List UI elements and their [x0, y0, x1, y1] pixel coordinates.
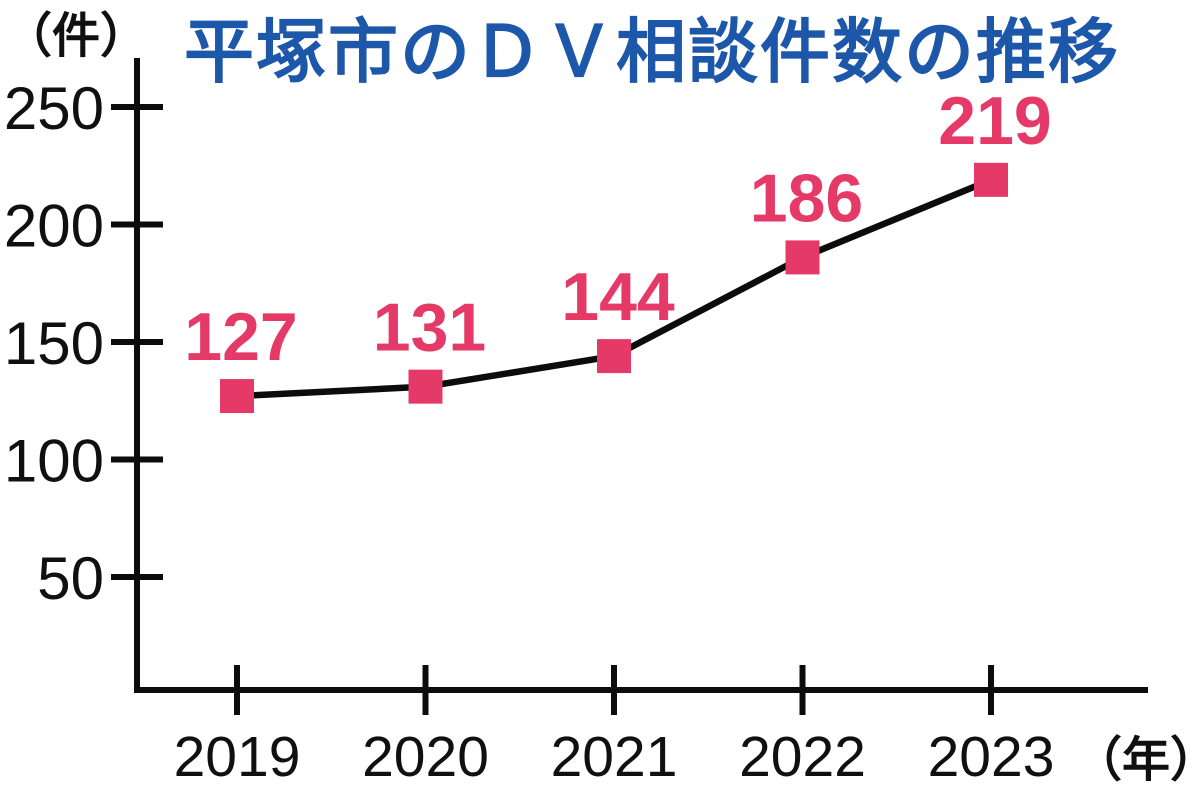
data-point-marker: [220, 379, 254, 414]
data-point-marker: [408, 369, 443, 404]
x-axis-tick-label: 2023: [928, 725, 1055, 788]
data-point-label: 131: [373, 290, 486, 366]
x-axis-tick-label: 2019: [174, 725, 301, 788]
y-axis-tick-label: 200: [4, 193, 104, 260]
data-labels-layer: 127 131 144 186 219: [184, 83, 1051, 375]
data-point-marker: [597, 339, 631, 374]
y-axis-unit-label: （件）: [4, 10, 148, 63]
chart-title: 平塚市のＤＶ相談件数の推移: [184, 13, 1120, 91]
y-axis-tick-label: 50: [37, 545, 104, 612]
data-point-label: 219: [938, 83, 1051, 159]
data-point-marker: [785, 240, 820, 275]
y-axis-tick-label: 250: [4, 75, 104, 142]
ticks-layer: 50 100 150 200 250 2019 2020 2021 2022 2023: [4, 75, 1055, 788]
x-axis-tick-label: 2022: [739, 725, 866, 788]
data-point-marker: [974, 162, 1008, 197]
series-layer: [220, 162, 1008, 414]
data-point-label: 144: [561, 259, 675, 335]
axis-lines: [134, 58, 1148, 693]
data-point-label: 127: [184, 299, 297, 375]
x-axis-tick-label: 2020: [362, 725, 489, 788]
x-axis-unit-label: （年）: [1074, 734, 1200, 787]
x-axis-tick-label: 2021: [551, 725, 678, 788]
axes-layer: [134, 58, 1148, 693]
data-point-label: 186: [750, 160, 863, 236]
y-axis-tick-label: 100: [4, 428, 104, 495]
y-axis-tick-label: 150: [4, 310, 104, 377]
